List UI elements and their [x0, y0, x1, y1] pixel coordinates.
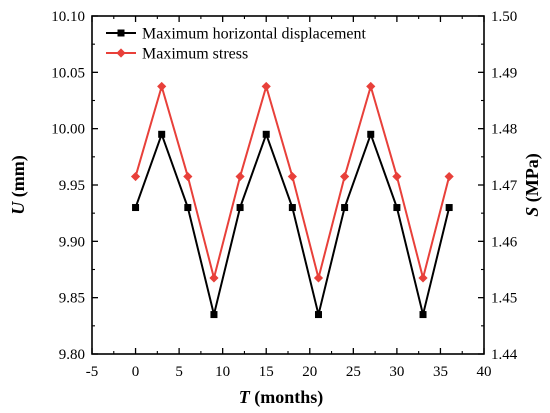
series-2-point — [157, 82, 166, 91]
y-right-tick-label: 1.50 — [491, 9, 517, 25]
y-right-tick-label: 1.46 — [491, 234, 518, 250]
y-right-tick-label: 1.48 — [491, 122, 517, 138]
series-1-point — [446, 204, 453, 211]
series-1-point — [341, 204, 348, 211]
axes: -5 0 5 10 15 20 25 30 35 40 9.80 9.85 9.90 9.95 10.00 1… — [51, 9, 518, 380]
series-2-point — [392, 172, 401, 181]
series-2-point — [262, 82, 271, 91]
series-2-point — [314, 273, 323, 282]
series-2-point — [418, 273, 427, 282]
legend-label-1: Maximum horizontal displacement — [142, 26, 367, 43]
series-line-2 — [136, 86, 450, 278]
series-2-point — [340, 172, 349, 181]
series-1-point — [158, 131, 165, 138]
series-1-point — [237, 204, 244, 211]
y-axis-left-title: U (mm) — [8, 155, 29, 214]
legend-marker-1 — [118, 30, 125, 37]
y-left-tick-label: 10.00 — [51, 122, 85, 138]
x-tick-label: 15 — [259, 364, 274, 380]
series-1-point — [184, 204, 191, 211]
y-right-tick-label: 1.49 — [491, 65, 517, 81]
series-layer — [131, 82, 454, 318]
x-tick-label: 25 — [346, 364, 361, 380]
x-axis-title: T (months) — [239, 387, 324, 408]
series-1-point — [420, 311, 427, 318]
series-2-point — [235, 172, 244, 181]
x-tick-label: 10 — [215, 364, 230, 380]
legend-label-2: Maximum stress — [142, 46, 248, 63]
x-tick-label: 40 — [477, 364, 492, 380]
x-tick-label: 35 — [433, 364, 448, 380]
series-1-point — [393, 204, 400, 211]
y-left-tick-label: 9.85 — [59, 291, 85, 307]
x-tick-label: 5 — [175, 364, 183, 380]
series-1-point — [289, 204, 296, 211]
series-1-point — [263, 131, 270, 138]
y-left-tick-label: 9.90 — [59, 234, 85, 250]
y-axis-right-title: S (MPa) — [522, 153, 543, 217]
series-1-point — [132, 204, 139, 211]
y-left-tick-label: 9.95 — [59, 178, 85, 194]
series-2-point — [183, 172, 192, 181]
y-left-tick-label: 10.05 — [51, 65, 85, 81]
y-right-tick-label: 1.45 — [491, 291, 517, 307]
x-tick-label: 20 — [302, 364, 317, 380]
series-1-point — [367, 131, 374, 138]
series-2-point — [445, 172, 454, 181]
series-2-point — [288, 172, 297, 181]
y-right-tick-label: 1.47 — [491, 178, 518, 194]
legend-marker-2 — [116, 48, 125, 57]
x-tick-label: -5 — [86, 364, 99, 380]
x-tick-label: 0 — [132, 364, 140, 380]
series-1-point — [315, 311, 322, 318]
series-1-point — [210, 311, 217, 318]
y-right-tick-label: 1.44 — [491, 347, 518, 363]
series-2-point — [209, 273, 218, 282]
x-tick-label: 30 — [389, 364, 404, 380]
series-2-point — [131, 172, 140, 181]
legend: Maximum horizontal displacement Maximum s… — [106, 26, 367, 63]
y-left-tick-label: 10.10 — [51, 9, 85, 25]
series-2-point — [366, 82, 375, 91]
y-left-tick-label: 9.80 — [59, 347, 85, 363]
